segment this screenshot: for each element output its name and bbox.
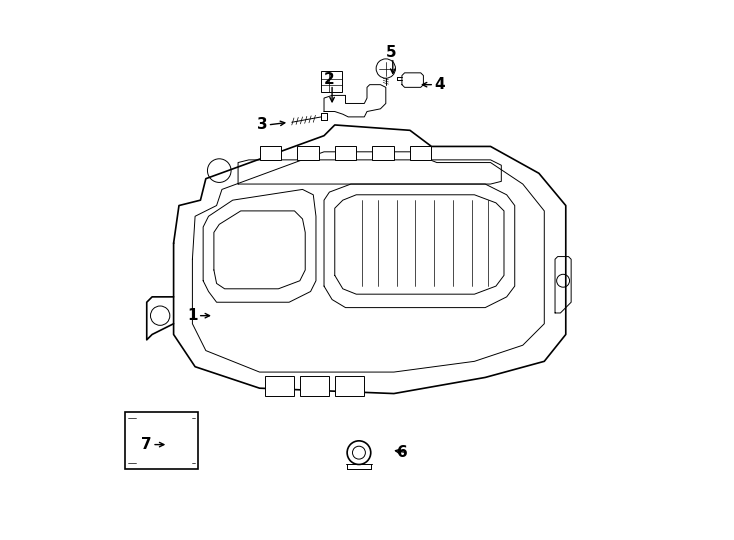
Text: 7: 7 [142, 437, 152, 452]
Text: 4: 4 [435, 77, 445, 92]
Bar [321, 71, 342, 92]
Text: 1: 1 [187, 308, 197, 323]
Text: 2: 2 [324, 72, 335, 87]
Bar [297, 146, 319, 160]
Text: 6: 6 [396, 445, 407, 460]
Bar [335, 146, 356, 160]
Bar [260, 146, 281, 160]
Circle shape [157, 437, 164, 443]
Text: 3: 3 [257, 118, 268, 132]
Bar [126, 413, 197, 469]
Bar [265, 376, 294, 396]
Bar [372, 146, 394, 160]
Bar [410, 146, 432, 160]
Bar [335, 376, 364, 396]
Text: 5: 5 [386, 45, 396, 60]
Bar [300, 376, 330, 396]
